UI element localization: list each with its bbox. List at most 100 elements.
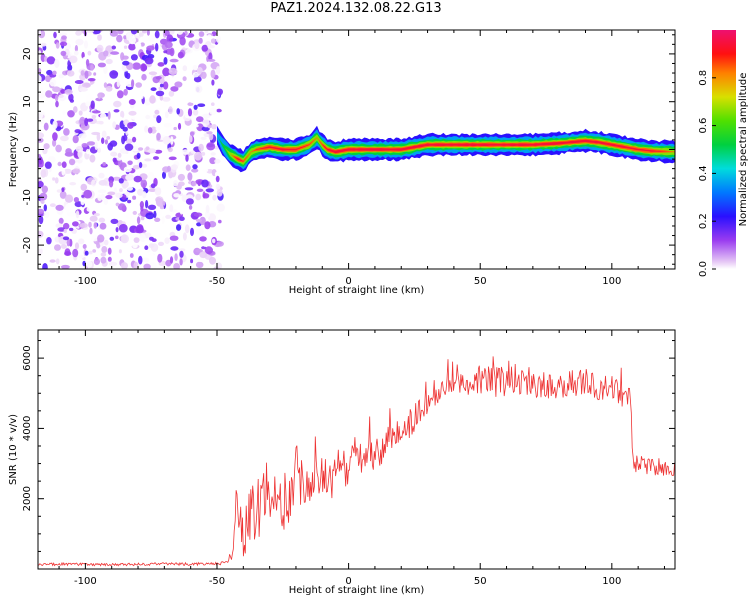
noise-blob [133,261,139,269]
noise-blob [60,50,67,57]
noise-blob [158,241,164,246]
noise-blob [78,133,87,139]
snr-x-ticks: -100 -50 0 50 100 [58,330,665,587]
noise-blob [135,225,144,234]
noise-blob [162,81,169,90]
noise-blob [52,132,58,141]
noise-blob [143,263,151,269]
noise-blob [70,36,77,44]
noise-blob [125,72,131,80]
noise-blob [147,148,157,154]
noise-blob [61,161,67,168]
noise-blob [138,32,144,37]
noise-blob [197,103,206,107]
noise-blob [118,178,124,184]
noise-blob [128,99,136,105]
noise-blob [202,168,209,173]
noise-blob [72,168,81,174]
noise-blob [61,187,65,192]
noise-blob [216,189,223,197]
noise-blob [159,94,164,101]
noise-blob [209,157,217,165]
noise-blob [96,44,104,53]
noise-blob [79,73,86,81]
noise-blob [198,143,204,152]
noise-blob [110,218,119,224]
noise-blob [173,263,180,269]
noise-blob [41,185,48,194]
noise-blob [97,34,102,41]
noise-blob [52,86,61,93]
noise-blob [171,209,178,213]
noise-blob [144,245,149,250]
noise-blob [80,200,85,206]
noise-blob [112,121,117,129]
noise-blob [60,264,70,269]
noise-blob [80,70,85,76]
noise-blob [45,90,53,98]
noise-blob [205,204,210,214]
noise-blob [211,79,215,86]
noise-blob [79,223,88,228]
noise-blob [87,78,96,82]
noise-blob [161,216,165,225]
noise-blob [167,147,173,153]
noise-blob [166,165,171,172]
noise-blob [74,45,78,52]
noise-blob [212,194,217,201]
noise-blob [59,41,68,47]
noise-blob [89,215,98,222]
noise-blob [109,236,115,241]
noise-blob [92,249,97,253]
noise-blob [120,52,125,61]
noise-blob [218,219,222,224]
noise-blob [141,163,148,168]
noise-blob [61,35,67,40]
noise-blob [149,118,156,123]
noise-blob [199,236,207,242]
noise-blob [193,104,198,110]
noise-blob [196,257,205,262]
noise-blob [58,74,65,79]
noise-blob [145,232,152,239]
noise-blob [88,221,92,228]
noise-blob [84,70,89,79]
noise-blob [115,235,119,240]
noise-blob [99,222,107,230]
noise-blob [173,200,178,206]
noise-blob [91,131,101,136]
noise-blob [95,97,103,102]
noise-blob [90,100,95,109]
noise-blob [174,81,183,88]
noise-blob [129,253,134,258]
noise-blob [145,114,151,120]
noise-blob [202,193,210,199]
noise-blob [155,126,161,131]
noise-blob [181,158,185,165]
noise-blob [178,181,185,187]
noise-blob [123,88,128,96]
noise-blob [60,135,69,142]
noise-blob [206,131,213,135]
noise-blob [38,93,46,99]
noise-blob [43,122,49,131]
noise-blob [144,125,149,133]
noise-blob [104,139,108,145]
noise-blob [62,222,70,230]
noise-blob [190,227,194,237]
noise-blob [54,94,59,102]
noise-blob [97,234,105,243]
noise-blob [94,141,98,151]
noise-blob [113,109,120,113]
noise-blob [215,183,221,190]
noise-blob [109,180,114,188]
noise-blob [101,130,107,138]
noise-blob [109,140,118,147]
noise-blob [131,79,135,88]
noise-blob [201,246,207,250]
noise-blob [97,92,101,100]
noise-blob [184,187,194,191]
noise-blob [115,192,123,199]
noise-blob [163,57,168,65]
